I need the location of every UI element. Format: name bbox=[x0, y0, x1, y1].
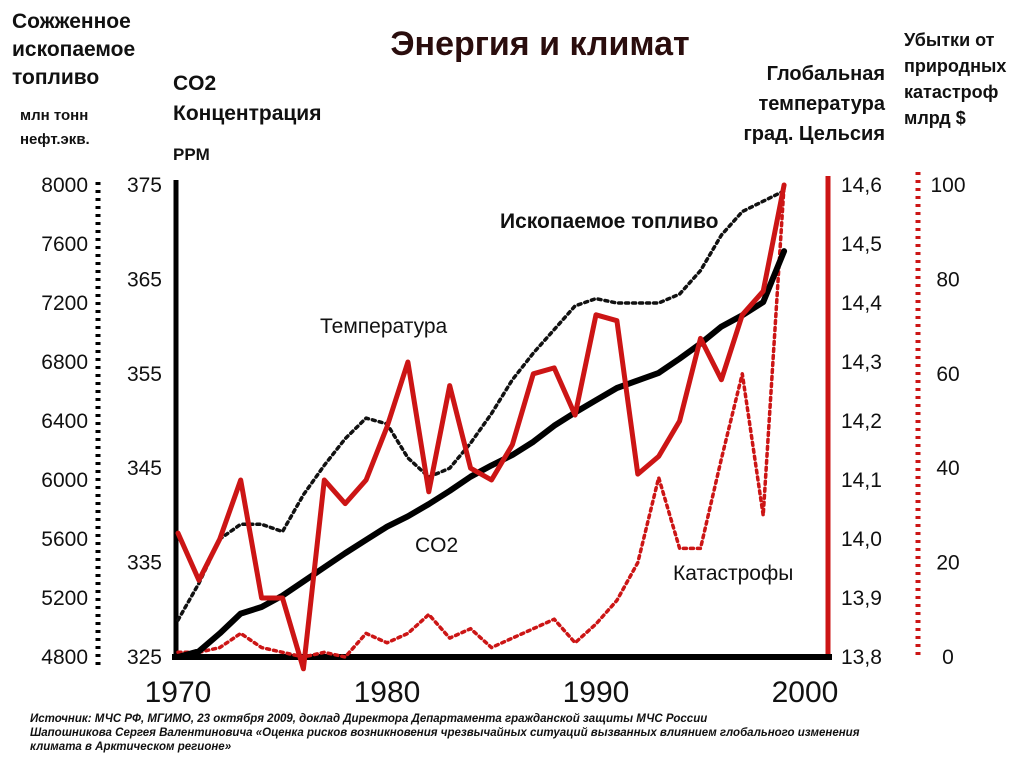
temp-tick-label: 13,8 bbox=[841, 646, 882, 669]
temp-tick-label: 14,1 bbox=[841, 469, 882, 492]
loss-axis-title-line: млрд $ bbox=[904, 108, 966, 128]
loss-axis-title-line: катастроф bbox=[904, 82, 999, 102]
x-tick-label: 1970 bbox=[145, 676, 212, 709]
co2-axis-title-line: Концентрация bbox=[173, 102, 321, 125]
annotations: Ископаемое топливо Температура CO2 Катастро… bbox=[320, 210, 793, 585]
series-line-temp bbox=[175, 182, 787, 672]
temp-axis-title-line: Глобальная bbox=[767, 63, 885, 85]
fuel-tick-label: 7600 bbox=[41, 233, 88, 256]
temp-series-label: Температура bbox=[320, 315, 448, 338]
co2-tick-label: 365 bbox=[127, 268, 162, 291]
series-line-fuel bbox=[176, 189, 786, 622]
plot-area bbox=[175, 182, 788, 672]
temp-tick-label: 13,9 bbox=[841, 587, 882, 610]
x-tick-label: 1980 bbox=[354, 676, 421, 709]
source-line-2: Шапошникова Сергея Валентиновича «Оценка… bbox=[30, 727, 860, 739]
loss-tick-label: 40 bbox=[936, 457, 959, 480]
fuel-axis-unit-line: млн тонн bbox=[20, 107, 88, 124]
axis-headers: Сожженное ископаемое топливо млн тонн нефт.э… bbox=[12, 10, 1006, 164]
temp-tick-label: 14,2 bbox=[841, 410, 882, 433]
co2-tick-label: 355 bbox=[127, 363, 162, 386]
loss-tick-label: 60 bbox=[936, 363, 959, 386]
fuel-tick-label: 6800 bbox=[41, 351, 88, 374]
fuel-tick-label: 4800 bbox=[41, 646, 88, 669]
loss-tick-label: 20 bbox=[936, 552, 959, 575]
fuel-tick-label: 5600 bbox=[41, 528, 88, 551]
fuel-axis-title-line: топливо bbox=[12, 66, 99, 89]
temp-tick-label: 14,5 bbox=[841, 233, 882, 256]
co2-axis-unit: PPM bbox=[173, 145, 210, 164]
loss-tick-label: 0 bbox=[942, 646, 954, 669]
fuel-axis-unit-line: нефт.экв. bbox=[20, 131, 90, 148]
loss-axis-title-line: природных bbox=[904, 56, 1006, 76]
axes: 8000 7600 7200 6800 6400 6000 5600 5200 4800 375 3… bbox=[41, 172, 966, 709]
source-note: Источник: МЧС РФ, МГИМО, 23 октября 2009… bbox=[30, 712, 1010, 754]
co2-tick-label: 325 bbox=[127, 646, 162, 669]
loss-axis-title-line: Убытки от bbox=[904, 30, 995, 50]
source-line-1: Источник: МЧС РФ, МГИМО, 23 октября 2009… bbox=[30, 713, 708, 725]
loss-tick-label: 100 bbox=[930, 174, 965, 197]
series-line-loss bbox=[176, 183, 786, 659]
fuel-tick-label: 5200 bbox=[41, 587, 88, 610]
fuel-axis-title-line: Сожженное bbox=[12, 10, 131, 33]
fuel-tick-label: 6400 bbox=[41, 410, 88, 433]
co2-tick-label: 335 bbox=[127, 552, 162, 575]
chart-title: Энергия и климат bbox=[390, 25, 689, 63]
fuel-tick-label: 8000 bbox=[41, 174, 88, 197]
fuel-tick-label: 6000 bbox=[41, 469, 88, 492]
temp-tick-label: 14,3 bbox=[841, 351, 882, 374]
co2-axis-title-line: CO2 bbox=[173, 72, 216, 95]
disaster-series-label: Катастрофы bbox=[673, 562, 793, 585]
temp-tick-label: 14,6 bbox=[841, 174, 882, 197]
temp-tick-label: 14,0 bbox=[841, 528, 882, 551]
co2-tick-label: 375 bbox=[127, 174, 162, 197]
temp-axis-title-line: температура bbox=[759, 93, 886, 115]
fuel-series-label: Ископаемое топливо bbox=[500, 210, 718, 233]
temp-axis-title-line: град. Цельсия bbox=[743, 123, 885, 145]
temp-tick-label: 14,4 bbox=[841, 292, 882, 315]
x-tick-label: 1990 bbox=[563, 676, 630, 709]
loss-tick-label: 80 bbox=[936, 268, 959, 291]
co2-tick-label: 345 bbox=[127, 457, 162, 480]
fuel-axis-title-line: ископаемое bbox=[12, 38, 135, 61]
source-line-3: климата в Арктическом регионе» bbox=[30, 741, 232, 753]
fuel-tick-label: 7200 bbox=[41, 292, 88, 315]
co2-series-label: CO2 bbox=[415, 534, 458, 557]
x-tick-label: 2000 bbox=[772, 676, 839, 709]
